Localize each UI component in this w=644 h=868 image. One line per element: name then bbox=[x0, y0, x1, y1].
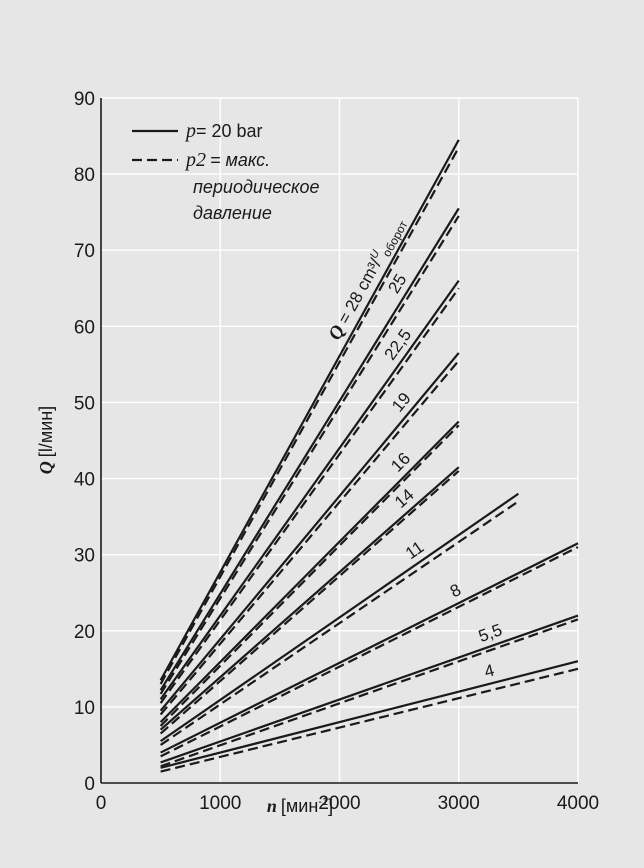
series-line-solid bbox=[160, 542, 579, 754]
series-line-dashed bbox=[159, 359, 460, 716]
series-line-solid bbox=[159, 352, 460, 712]
x-axis-title: n [мин-1] bbox=[267, 796, 333, 816]
series-line-dashed bbox=[159, 215, 460, 695]
x-tick-label: 1000 bbox=[199, 793, 241, 814]
series-line-solid bbox=[159, 492, 520, 743]
series-line-solid bbox=[159, 280, 460, 700]
y-tick-label: 90 bbox=[74, 89, 95, 110]
series-line-solid bbox=[160, 660, 579, 769]
x-tick-label: 3000 bbox=[438, 793, 480, 814]
legend-dashed-label: p2 = макс. bbox=[184, 149, 270, 171]
series-line-solid bbox=[159, 466, 460, 731]
y-tick-label: 70 bbox=[74, 241, 95, 262]
series-lines bbox=[159, 139, 579, 773]
y-tick-label: 30 bbox=[74, 546, 95, 567]
series-line-dashed bbox=[160, 618, 579, 768]
y-axis-title: Q[l/мин] bbox=[36, 406, 56, 474]
series-label: 4 bbox=[482, 661, 496, 682]
x-tick-label: 2000 bbox=[318, 793, 360, 814]
y-tick-label: 40 bbox=[74, 470, 95, 491]
series-line-dashed bbox=[159, 146, 460, 685]
y-tick-label: 0 bbox=[84, 774, 95, 795]
y-tick-label: 80 bbox=[74, 165, 95, 186]
series-line-dashed bbox=[160, 500, 519, 746]
x-tick-label: 0 bbox=[96, 793, 107, 814]
series-line-dashed bbox=[159, 424, 460, 727]
series-line-solid bbox=[159, 207, 460, 691]
y-tick-label: 60 bbox=[74, 317, 95, 338]
y-tick-label: 20 bbox=[74, 622, 95, 643]
series-line-solid bbox=[159, 139, 460, 681]
y-tick-label: 50 bbox=[74, 393, 95, 414]
series-line-solid bbox=[160, 614, 579, 764]
series-line-dashed bbox=[160, 546, 579, 758]
series-line-dashed bbox=[159, 470, 460, 735]
axes bbox=[100, 98, 578, 784]
series-line-solid bbox=[159, 420, 460, 723]
legend-solid-label: p= 20 bar bbox=[184, 120, 263, 142]
grid bbox=[101, 97, 579, 783]
series-line-dashed bbox=[160, 667, 579, 773]
legend-dashed-label-line2: периодическое bbox=[193, 177, 320, 197]
x-tick-label: 4000 bbox=[557, 793, 599, 814]
y-tick-label: 10 bbox=[74, 698, 95, 719]
series-line-dashed bbox=[159, 287, 460, 704]
legend: p= 20 bar p2 = макс. периодическое давлен… bbox=[132, 120, 320, 223]
tick-labels: 0 1000 2000 3000 4000 0 10 20 30 40 50 60 70 80 90 bbox=[74, 89, 599, 814]
legend-dashed-label-line3: давление bbox=[193, 203, 272, 223]
